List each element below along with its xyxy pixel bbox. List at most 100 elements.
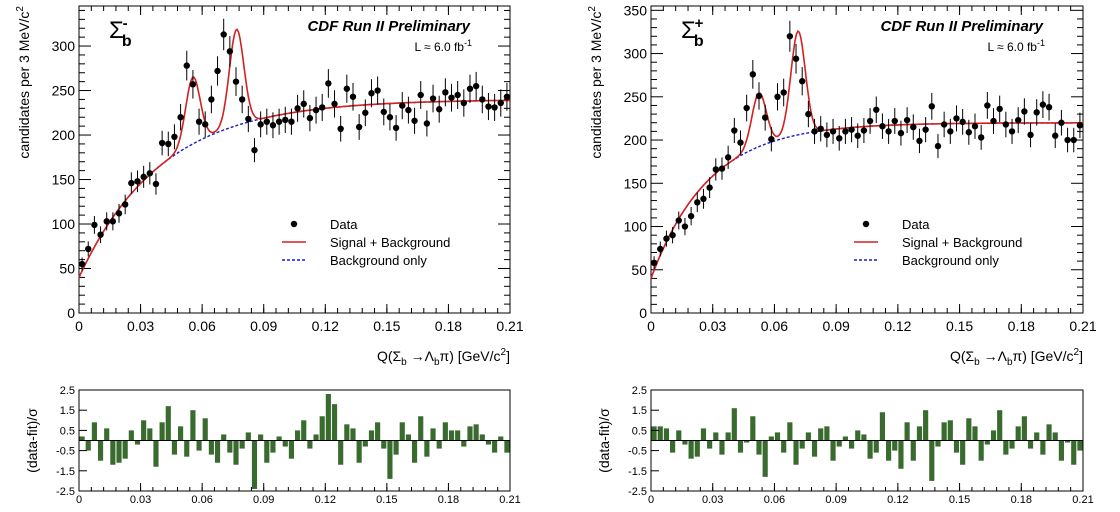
data-point xyxy=(97,231,104,238)
residual-bar xyxy=(159,422,165,441)
data-point xyxy=(848,126,855,133)
data-point xyxy=(238,96,246,103)
data-point xyxy=(922,126,929,133)
residual-bar xyxy=(104,428,110,441)
x-tick-label: 0.09 xyxy=(823,318,850,334)
x-tick-label: 0.18 xyxy=(435,318,462,334)
residual-bar xyxy=(935,440,941,447)
residual-bar xyxy=(233,440,239,465)
residual-bar xyxy=(301,420,307,441)
residual-bar xyxy=(842,436,848,441)
residual-bar xyxy=(941,422,947,441)
residual-bar xyxy=(867,440,873,459)
x-tick-label: 0 xyxy=(75,318,83,334)
residual-bar xyxy=(325,394,331,441)
residual-bar xyxy=(892,440,898,451)
data-point xyxy=(349,93,357,100)
data-point xyxy=(337,125,344,132)
residual-bar xyxy=(141,420,147,441)
residual-panel-0: -2.5 -1.5 -0.5 0.5 1.5 2.5 0 0.03 0.06 0.09 0.12 0.… xyxy=(24,385,521,506)
y-tick-label: 250 xyxy=(624,89,648,105)
residual-bar xyxy=(824,426,830,441)
residual-bar xyxy=(725,432,731,441)
residual-bar xyxy=(485,440,492,445)
data-point xyxy=(109,218,117,225)
data-point xyxy=(761,114,769,121)
data-point xyxy=(1008,128,1016,135)
data-point xyxy=(885,128,892,135)
residual-bar xyxy=(393,440,399,455)
residual-bar xyxy=(1077,440,1083,451)
data-point xyxy=(294,105,301,112)
data-point xyxy=(965,129,973,136)
residual-bar xyxy=(762,440,768,477)
res-y-tick-label: -0.5 xyxy=(56,446,75,458)
y-tick-label: 150 xyxy=(52,172,76,188)
residual-bar xyxy=(473,424,479,441)
background-only-curve xyxy=(78,99,510,278)
data-point xyxy=(128,179,135,187)
residual-bar xyxy=(787,422,793,441)
y-tick-label: 300 xyxy=(624,46,648,62)
residual-bar xyxy=(178,426,184,441)
residual-bar xyxy=(1015,426,1021,441)
res-x-tick-label: 0.03 xyxy=(702,494,723,506)
residual-bar xyxy=(886,440,892,461)
residual-bar xyxy=(331,404,338,441)
particle-label: Σb- xyxy=(109,15,132,50)
residual-bar xyxy=(855,430,861,441)
residual-bar xyxy=(910,440,916,461)
data-point xyxy=(1052,132,1059,139)
residual-bar xyxy=(375,422,381,441)
residual-bar xyxy=(442,422,448,441)
plot-frame xyxy=(78,5,511,314)
experiment-label: CDF Run II Preliminary xyxy=(880,18,1043,35)
data-point xyxy=(417,91,424,99)
data-point xyxy=(165,140,172,148)
legend-label-background: Background only xyxy=(330,253,427,268)
data-point xyxy=(879,123,886,130)
residual-bar xyxy=(651,426,657,441)
res-x-tick-label: 0.03 xyxy=(130,494,151,506)
x-tick-label: 0 xyxy=(647,318,655,334)
data-point xyxy=(774,93,781,101)
data-point xyxy=(491,104,498,111)
residual-bar xyxy=(245,432,251,441)
data-point xyxy=(866,117,874,125)
residual-bar xyxy=(1034,432,1040,441)
data-point xyxy=(755,92,763,100)
data-point xyxy=(687,212,695,220)
data-point xyxy=(325,80,332,87)
residual-bar xyxy=(898,440,904,469)
data-point xyxy=(700,195,707,203)
residual-bar xyxy=(1046,424,1052,441)
residual-bar xyxy=(1003,440,1009,455)
x-tick-label: 0.21 xyxy=(496,318,523,334)
data-point xyxy=(158,139,166,147)
residual-panel-1: -2.5 -1.5 -0.5 0.5 1.5 2.5 0 0.03 0.06 0.09 0.12 0.… xyxy=(596,385,1094,506)
y-tick-label: 150 xyxy=(624,175,648,191)
residual-bar xyxy=(424,440,430,457)
residual-y-title: (data-fit)/σ xyxy=(24,408,40,473)
residual-bar xyxy=(750,416,756,441)
residual-bar xyxy=(879,412,886,441)
data-point xyxy=(405,106,412,114)
residual-bar xyxy=(1009,440,1015,449)
residual-bar xyxy=(214,440,221,463)
y-tick-label: 100 xyxy=(52,216,76,232)
data-point xyxy=(1064,136,1071,144)
residual-bar xyxy=(134,440,141,445)
data-point xyxy=(811,128,818,135)
res-x-tick-label: 0.06 xyxy=(191,494,212,506)
data-point xyxy=(1070,136,1077,144)
data-point xyxy=(374,87,381,94)
residual-bar xyxy=(756,440,762,455)
res-x-tick-label: 0.18 xyxy=(1011,494,1032,506)
res-y-tick-label: 2.5 xyxy=(632,385,647,397)
legend-label-data: Data xyxy=(902,217,930,232)
residual-bar xyxy=(147,428,153,441)
residual-bar xyxy=(171,440,178,455)
data-point xyxy=(940,121,948,128)
data-point xyxy=(448,94,455,101)
